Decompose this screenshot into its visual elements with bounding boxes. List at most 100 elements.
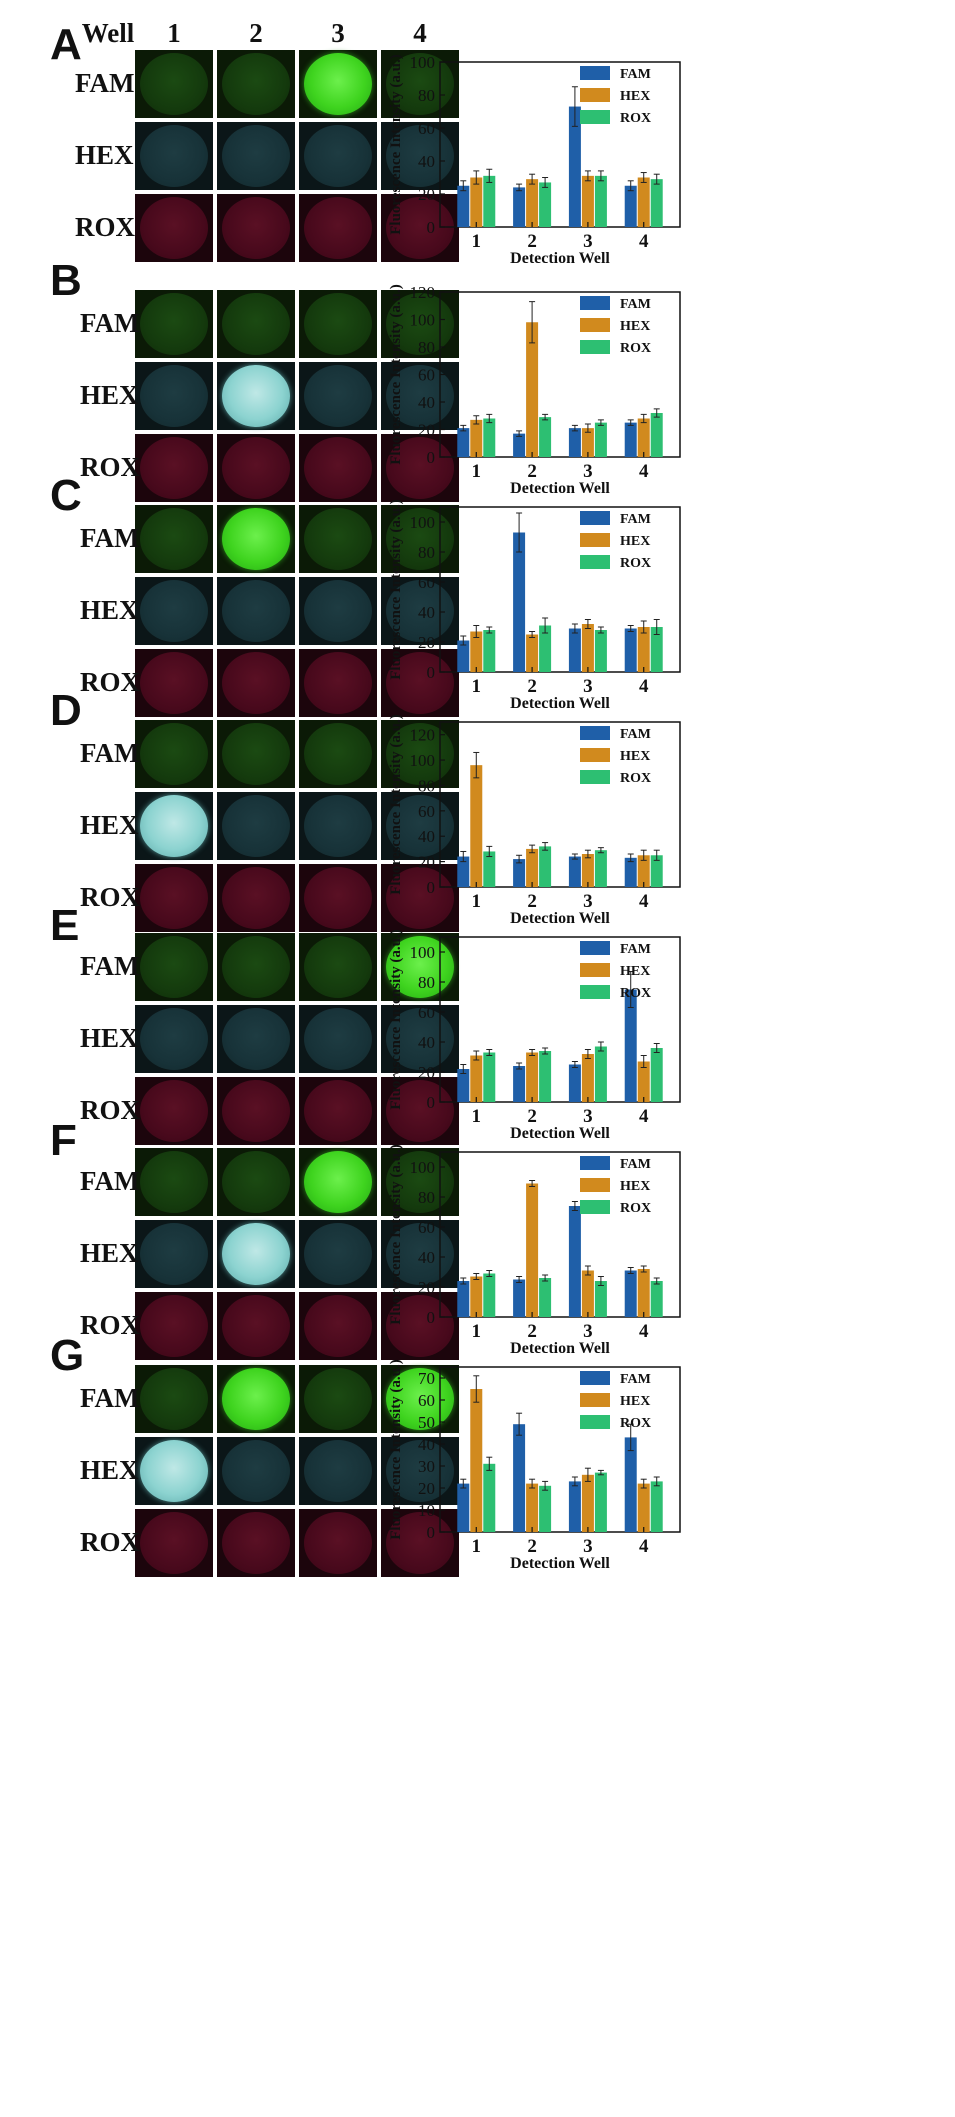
well-image xyxy=(381,1220,459,1288)
fluorescence-spot xyxy=(222,1223,290,1285)
y-tick-label: 60 xyxy=(418,366,435,385)
well-image xyxy=(299,1437,377,1505)
fluorescence-spot xyxy=(222,1008,290,1070)
fluorescence-spot xyxy=(140,580,208,642)
bar-hex xyxy=(637,1061,650,1102)
bar-rox xyxy=(594,175,607,227)
bar-hex xyxy=(637,627,650,672)
well-image xyxy=(135,649,213,717)
bar-hex xyxy=(637,177,650,227)
x-tick-label: 3 xyxy=(583,891,593,912)
y-tick-label: 100 xyxy=(410,311,436,330)
x-axis-label: Detection Well xyxy=(510,695,610,712)
well-image xyxy=(135,1292,213,1360)
fluorescence-spot xyxy=(304,1151,372,1213)
y-tick-label: 80 xyxy=(418,1188,435,1207)
x-tick-label: 3 xyxy=(583,1106,593,1127)
well-image xyxy=(299,50,377,118)
well-image xyxy=(135,1148,213,1216)
well-image xyxy=(381,792,459,860)
well-image xyxy=(135,933,213,1001)
bar-fam xyxy=(457,428,470,457)
fluorescence-spot xyxy=(140,1008,208,1070)
y-tick-label: 20 xyxy=(418,1479,435,1498)
legend-label: FAM xyxy=(620,727,651,742)
fluorescence-spot xyxy=(386,365,454,427)
well-image xyxy=(381,1077,459,1145)
legend-swatch-hex xyxy=(580,1178,610,1192)
bar-hex xyxy=(526,179,539,227)
well-image xyxy=(381,290,459,358)
well-image xyxy=(299,649,377,717)
well-image xyxy=(217,1148,295,1216)
fluorescence-spot xyxy=(386,867,454,929)
y-tick-label: 40 xyxy=(418,1248,435,1267)
legend-swatch-hex xyxy=(580,1393,610,1407)
plot-frame xyxy=(439,721,681,888)
fluorescence-spot xyxy=(386,1151,454,1213)
bar-fam xyxy=(624,1270,637,1317)
fluorescence-spot xyxy=(304,53,372,115)
bar-rox xyxy=(539,625,552,672)
bar-hex xyxy=(581,1054,594,1102)
well-image-grid xyxy=(135,1148,459,1360)
fluorescence-spot xyxy=(140,365,208,427)
fluorescence-spot xyxy=(304,1080,372,1142)
legend-label: HEX xyxy=(620,1179,650,1194)
fluorescence-spot xyxy=(140,936,208,998)
fluorescence-spot xyxy=(222,1512,290,1574)
well-image xyxy=(381,577,459,645)
channel-label: FAM xyxy=(80,1383,140,1413)
x-tick-label: 1 xyxy=(472,1321,482,1342)
bar-rox xyxy=(483,418,496,457)
well-image xyxy=(381,649,459,717)
y-tick-label: 40 xyxy=(418,827,435,846)
well-image-grid xyxy=(135,1365,459,1577)
channel-label: HEX xyxy=(80,380,139,410)
fluorescence-spot xyxy=(140,508,208,570)
bar-chart: Fluorescence Intensity (a.u.) 0 20 40 60 80 10… xyxy=(388,929,681,1142)
y-tick-label: 120 xyxy=(410,726,436,745)
legend-label: HEX xyxy=(620,319,650,334)
bar-fam xyxy=(457,1069,470,1102)
well-image-grid xyxy=(135,720,459,932)
well-image xyxy=(217,1220,295,1288)
well-image xyxy=(217,1437,295,1505)
y-axis-label: Fluorescence Intensity (a.u.) xyxy=(388,54,404,235)
well-column-label: 3 xyxy=(331,18,345,48)
y-tick-label: 30 xyxy=(418,1457,435,1476)
fluorescence-spot xyxy=(140,795,208,857)
channel-label: FAM xyxy=(80,308,140,338)
fluorescence-spot xyxy=(140,723,208,785)
well-image xyxy=(135,194,213,262)
channel-label: FAM xyxy=(80,523,140,553)
fluorescence-spot xyxy=(222,437,290,499)
well-image xyxy=(217,122,295,190)
legend-swatch-rox xyxy=(580,770,610,784)
bar-fam xyxy=(457,1483,470,1532)
bar-fam xyxy=(624,989,637,1102)
well-image xyxy=(299,290,377,358)
well-image xyxy=(381,1005,459,1073)
bar-rox xyxy=(650,413,663,457)
well-image xyxy=(381,122,459,190)
fluorescence-spot xyxy=(222,580,290,642)
fluorescence-spot xyxy=(222,795,290,857)
panel-a: A FAM HEX ROX Fluorescence Intensity (a.u.) 0… xyxy=(0,20,955,267)
bar-hex xyxy=(581,624,594,672)
channel-label: HEX xyxy=(80,810,139,840)
bar-fam xyxy=(624,185,637,227)
well-image xyxy=(299,864,377,932)
fluorescence-spot xyxy=(304,293,372,355)
legend-swatch-fam xyxy=(580,941,610,955)
bar-chart: Fluorescence Intensity (a.u.) 0 20 40 60 80 10… xyxy=(388,283,681,497)
x-tick-label: 3 xyxy=(583,231,593,252)
well-image xyxy=(299,792,377,860)
y-tick-label: 20 xyxy=(418,1063,435,1082)
bar-fam xyxy=(568,1481,581,1532)
channel-label: HEX xyxy=(80,595,139,625)
bar-hex xyxy=(637,855,650,887)
well-header-label: Well xyxy=(81,18,135,48)
bar-rox xyxy=(539,1278,552,1317)
y-tick-label: 40 xyxy=(418,393,435,412)
